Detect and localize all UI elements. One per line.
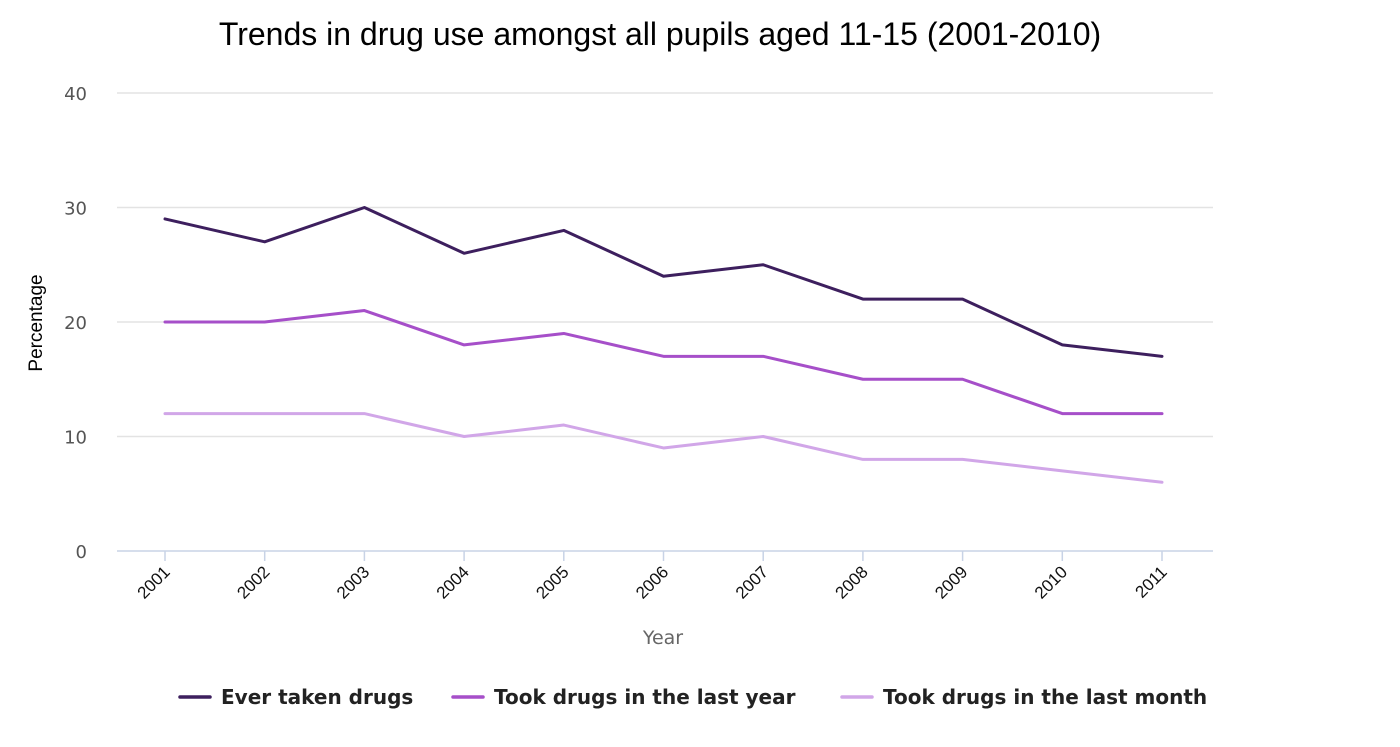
x-tick-label: 2001 <box>134 562 174 602</box>
x-tick-label: 2010 <box>1031 562 1071 602</box>
legend: Ever taken drugs Took drugs in the last y… <box>178 685 1207 709</box>
gridlines <box>117 92 1213 438</box>
series-line-1 <box>163 206 1164 358</box>
legend-label: Took drugs in the last year <box>494 685 796 709</box>
y-tick-label: 0 <box>76 542 87 563</box>
legend-item: Ever taken drugs <box>178 685 413 709</box>
legend-item: Took drugs in the last month <box>840 685 1207 709</box>
legend-item: Took drugs in the last year <box>451 685 796 709</box>
y-tick-label: 10 <box>64 428 87 449</box>
y-axis-title: Percentage <box>26 274 47 371</box>
x-tick-label: 2002 <box>233 562 273 602</box>
y-tick-label: 30 <box>64 199 87 220</box>
x-tick-label: 2004 <box>433 562 473 602</box>
series-lines <box>163 206 1164 484</box>
x-tick-label: 2006 <box>632 562 672 602</box>
legend-label: Took drugs in the last month <box>883 685 1207 709</box>
chart-title: Trends in drug use amongst all pupils ag… <box>219 16 1101 52</box>
legend-label: Ever taken drugs <box>221 685 413 709</box>
series-line-2 <box>163 309 1164 416</box>
x-tick-label: 2009 <box>931 562 971 602</box>
y-tick-label: 40 <box>64 84 87 105</box>
x-tick-label: 2011 <box>1132 562 1171 601</box>
x-axis-title: Year <box>642 627 683 649</box>
x-tick-label: 2007 <box>732 562 772 602</box>
y-tick-label: 20 <box>64 313 87 334</box>
x-axis: 2001 2002 2003 2004 2005 2006 2007 2008 2009 2010… <box>117 550 1213 603</box>
series-line-3 <box>163 412 1164 484</box>
y-axis-ticks: 0 10 20 30 40 <box>64 84 87 563</box>
x-tick-label: 2008 <box>832 562 872 602</box>
x-tick-label: 2005 <box>532 562 572 602</box>
x-tick-label: 2003 <box>333 562 373 602</box>
